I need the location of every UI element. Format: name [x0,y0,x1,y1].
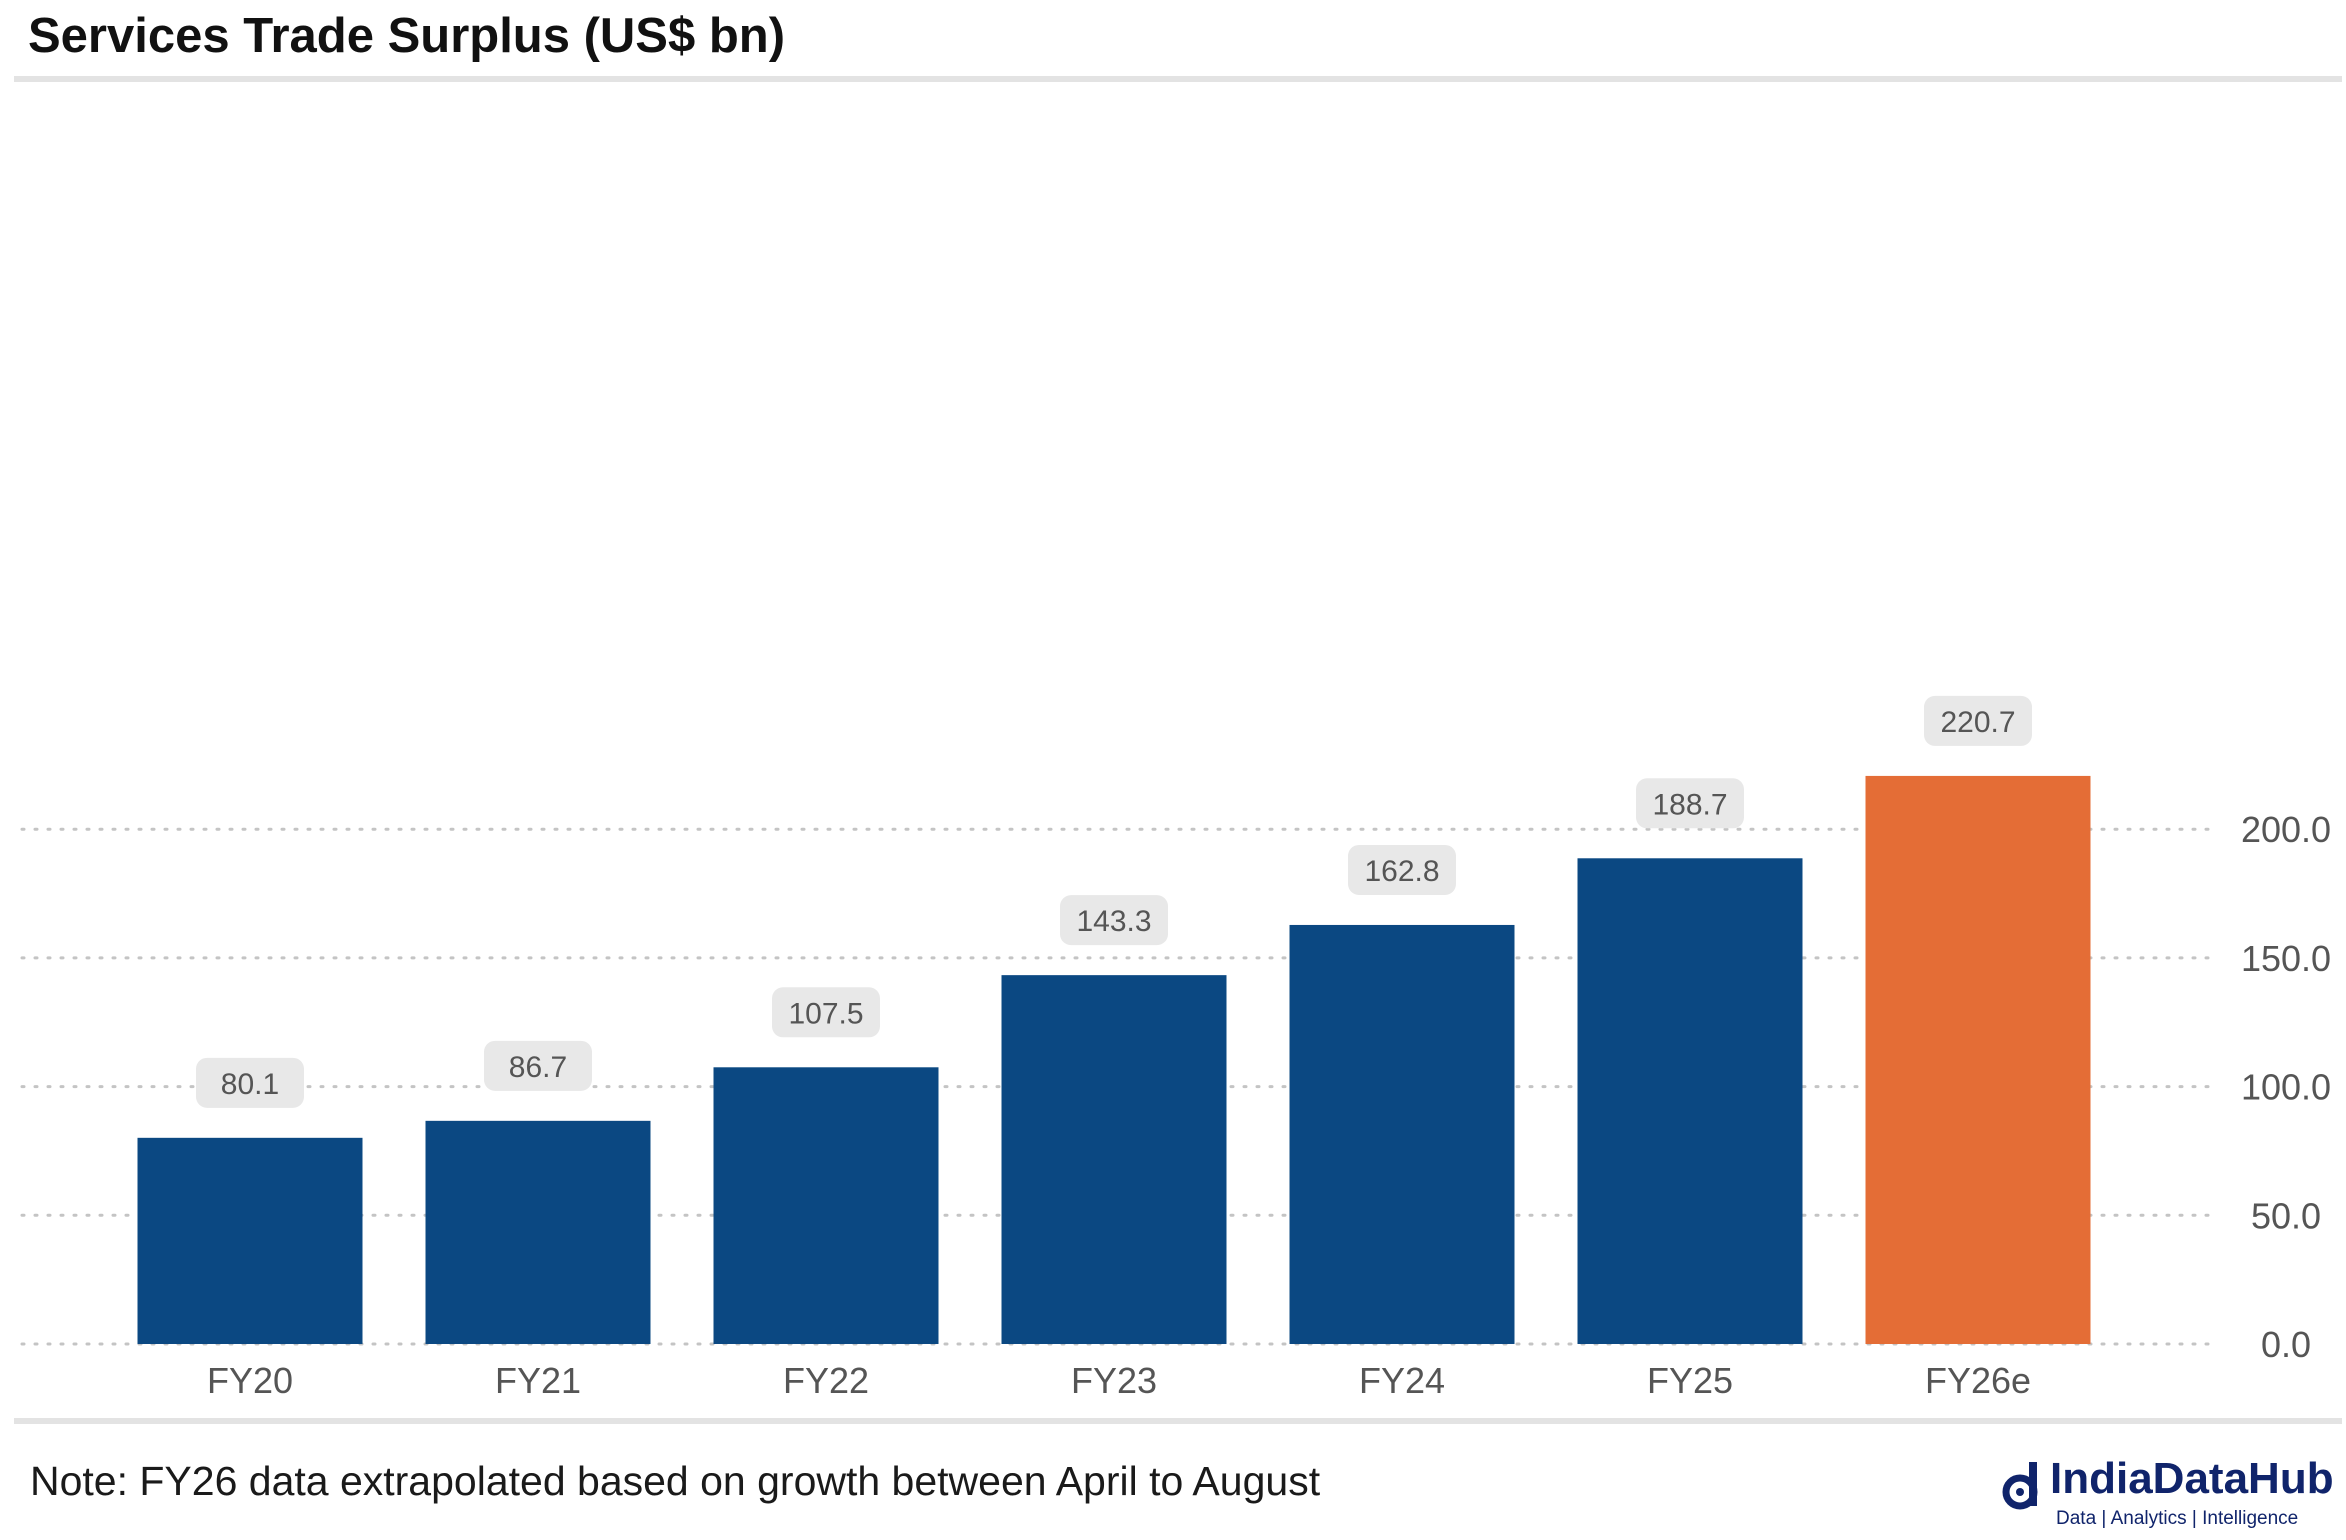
data-label-fy21: 86.7 [509,1051,567,1084]
data-label-fy20: 80.1 [221,1068,279,1101]
logo-name: IndiaDataHub [2050,1454,2334,1503]
title-divider [14,76,2342,82]
y-tick-label: 50.0 [2251,1195,2321,1236]
bar-fy23 [1001,975,1227,1344]
y-tick-label: 0.0 [2261,1324,2311,1365]
data-label-box [1348,844,1456,895]
bar-fy21 [425,1120,651,1344]
logo-tagline: Data | Analytics | Intelligence [2056,1508,2299,1529]
data-label-box [1636,778,1744,829]
data-label-box [1060,895,1168,946]
data-label-fy26e: 220.7 [1940,706,2015,739]
data-label-box [772,987,880,1038]
x-tick-label-fy21: FY21 [495,1360,581,1401]
indiadatahub-logo-icon [2002,1462,2038,1510]
data-label-fy24: 162.8 [1364,855,1439,888]
data-label-fy25: 188.7 [1652,788,1727,821]
x-tick-label-fy23: FY23 [1071,1360,1157,1401]
chart-note: Note: FY26 data extrapolated based on gr… [30,1458,1321,1504]
bar-fy20 [137,1137,363,1344]
bar-chart: 80.1 86.7 107.5 143.3 162.8 188.7 220.7 0.0 50.… [20,695,2331,1401]
x-tick-label-fy25: FY25 [1647,1360,1733,1401]
data-label-fy23: 143.3 [1076,905,1151,938]
y-tick-label: 150.0 [2241,938,2331,979]
bar-fy22 [713,1067,939,1344]
x-tick-label-fy22: FY22 [783,1360,869,1401]
data-label-fy22: 107.5 [788,997,863,1030]
bar-fy25 [1577,858,1803,1344]
x-tick-label-fy26e: FY26e [1925,1360,2031,1401]
data-label-box [484,1040,592,1091]
data-label-box [196,1057,304,1108]
y-tick-label: 100.0 [2241,1067,2331,1108]
x-tick-label-fy20: FY20 [207,1360,293,1401]
x-tick-label-fy24: FY24 [1359,1360,1445,1401]
chart-title: Services Trade Surplus (US$ bn) [28,9,786,63]
indiadatahub-logo: IndiaDataHub Data | Analytics | Intellig… [2000,1452,2340,1532]
footer-divider [14,1418,2342,1424]
data-label-box [1924,695,2032,746]
bar-fy24 [1289,924,1515,1344]
bar-fy26e [1865,775,2091,1344]
y-tick-label: 200.0 [2241,809,2331,850]
